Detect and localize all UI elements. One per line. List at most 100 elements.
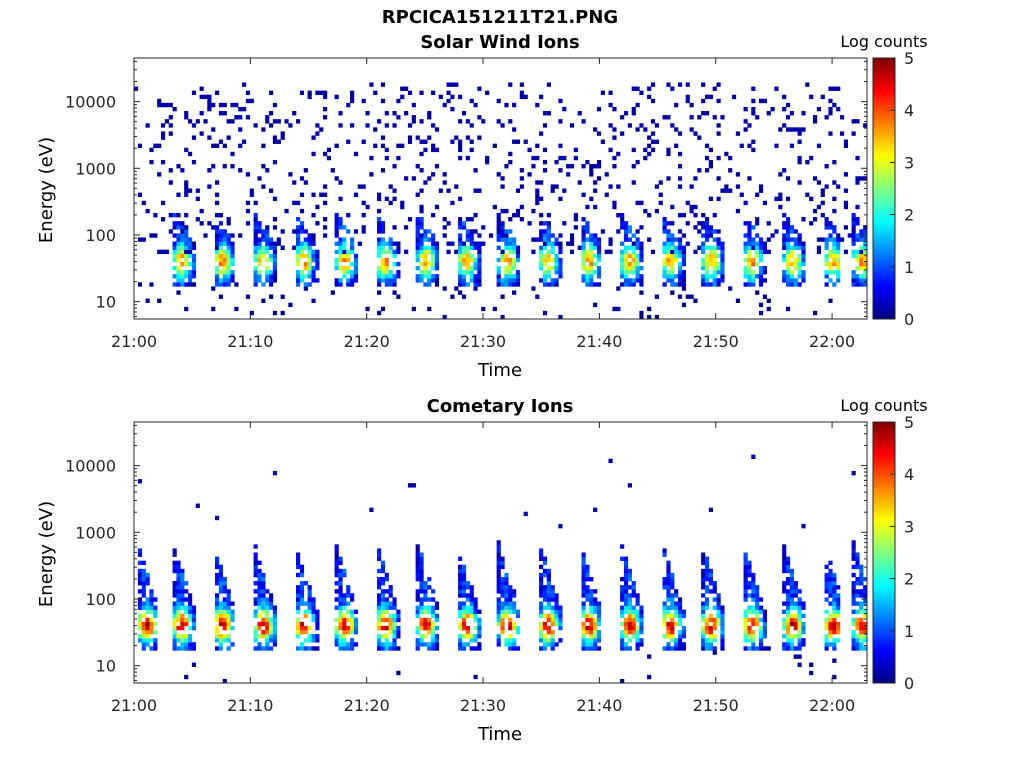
- heatmap-cell: [269, 646, 274, 651]
- heatmap-cell: [415, 552, 420, 557]
- heatmap-cell: [191, 605, 197, 610]
- heatmap-cell: [747, 249, 752, 255]
- heatmap-cell: [465, 605, 470, 610]
- heatmap-cell: [172, 560, 177, 566]
- x-tick-label: 21:10: [227, 332, 273, 351]
- heatmap-cell: [261, 585, 266, 590]
- heatmap-cell: [176, 249, 181, 255]
- heatmap-cell: [851, 593, 856, 598]
- heatmap-cell: [145, 629, 150, 635]
- heatmap-cell: [747, 229, 752, 234]
- heatmap-cell: [338, 265, 343, 271]
- colorbar-swatch: [873, 532, 895, 536]
- heatmap-cell: [542, 310, 548, 316]
- heatmap-cell: [226, 634, 231, 639]
- heatmap-cell: [419, 221, 424, 226]
- heatmap-cell: [785, 265, 791, 271]
- heatmap-cell: [257, 261, 262, 267]
- heatmap-cell: [272, 257, 278, 263]
- heatmap-cell: [141, 634, 146, 639]
- heatmap-cell: [396, 249, 401, 255]
- heatmap-cell: [469, 139, 474, 144]
- heatmap-cell: [662, 646, 667, 651]
- heatmap-cell: [839, 237, 845, 242]
- heatmap-cell: [431, 613, 436, 619]
- heatmap-cell: [546, 568, 551, 574]
- heatmap-cell: [415, 629, 420, 635]
- heatmap-cell: [581, 278, 586, 283]
- heatmap-cell: [720, 245, 725, 250]
- heatmap-cell: [188, 634, 193, 639]
- colorbar-swatch: [873, 465, 895, 469]
- heatmap-cell: [454, 82, 459, 87]
- heatmap-cell: [311, 298, 316, 303]
- heatmap-cell: [589, 249, 594, 255]
- heatmap-cell: [458, 237, 463, 242]
- heatmap-cell: [299, 572, 305, 578]
- heatmap-cell: [782, 621, 787, 627]
- heatmap-cell: [145, 597, 150, 602]
- colorbar-swatch: [873, 648, 895, 651]
- heatmap-cell: [338, 605, 343, 610]
- heatmap-cell: [797, 638, 802, 643]
- heatmap-cell: [832, 229, 837, 234]
- heatmap-cell: [423, 621, 428, 627]
- heatmap-cell: [666, 576, 671, 582]
- heatmap-cell: [215, 265, 220, 271]
- heatmap-cell: [720, 642, 725, 647]
- heatmap-cell: [303, 245, 308, 250]
- heatmap-cell: [782, 548, 787, 553]
- heatmap-cell: [473, 625, 478, 631]
- heatmap-cell: [855, 217, 860, 222]
- heatmap-cell: [461, 225, 467, 230]
- heatmap-cell: [596, 249, 602, 255]
- colorbar-swatch: [873, 611, 895, 614]
- heatmap-cell: [666, 237, 671, 242]
- heatmap-cell: [766, 306, 771, 312]
- heatmap-cell: [589, 642, 594, 647]
- heatmap-cell: [751, 257, 756, 263]
- heatmap-cell: [670, 274, 675, 279]
- heatmap-cell: [662, 605, 667, 610]
- heatmap-cell: [269, 294, 274, 299]
- heatmap-cell: [670, 249, 675, 255]
- heatmap-cell: [504, 601, 509, 606]
- heatmap-cell: [272, 638, 278, 643]
- heatmap-cell: [500, 208, 505, 214]
- heatmap-cell: [400, 200, 405, 206]
- heatmap-cell: [554, 621, 559, 627]
- heatmap-cell: [542, 278, 548, 283]
- heatmap-cell: [809, 94, 814, 100]
- heatmap-cell: [415, 257, 420, 263]
- colorbar-swatch: [873, 667, 895, 671]
- heatmap-cell: [585, 585, 590, 590]
- heatmap-cell: [631, 613, 636, 619]
- heatmap-cell: [161, 131, 166, 136]
- heatmap-cell: [697, 135, 702, 140]
- heatmap-cell: [377, 290, 382, 295]
- heatmap-cell: [296, 278, 301, 283]
- colorbar-swatch: [873, 238, 895, 242]
- colorbar-swatch: [873, 71, 895, 74]
- heatmap-cell: [863, 278, 868, 283]
- heatmap-cell: [797, 654, 802, 659]
- heatmap-cell: [670, 265, 675, 271]
- heatmap-cell: [793, 617, 798, 623]
- heatmap-cell: [519, 94, 524, 100]
- heatmap-cell: [299, 625, 305, 631]
- heatmap-cell: [249, 98, 254, 104]
- heatmap-cell: [631, 147, 636, 153]
- heatmap-cell: [539, 131, 544, 136]
- heatmap-cell: [137, 548, 143, 553]
- heatmap-cell: [635, 102, 640, 108]
- heatmap-cell: [716, 98, 721, 104]
- heatmap-cell: [496, 98, 501, 104]
- heatmap-cell: [253, 245, 258, 250]
- heatmap-cell: [785, 613, 791, 619]
- heatmap-cell: [766, 111, 771, 116]
- heatmap-cell: [793, 634, 798, 639]
- heatmap-cell: [188, 593, 193, 598]
- heatmap-cell: [434, 613, 440, 619]
- colorbar-swatch: [873, 493, 895, 497]
- heatmap-cell: [500, 249, 505, 255]
